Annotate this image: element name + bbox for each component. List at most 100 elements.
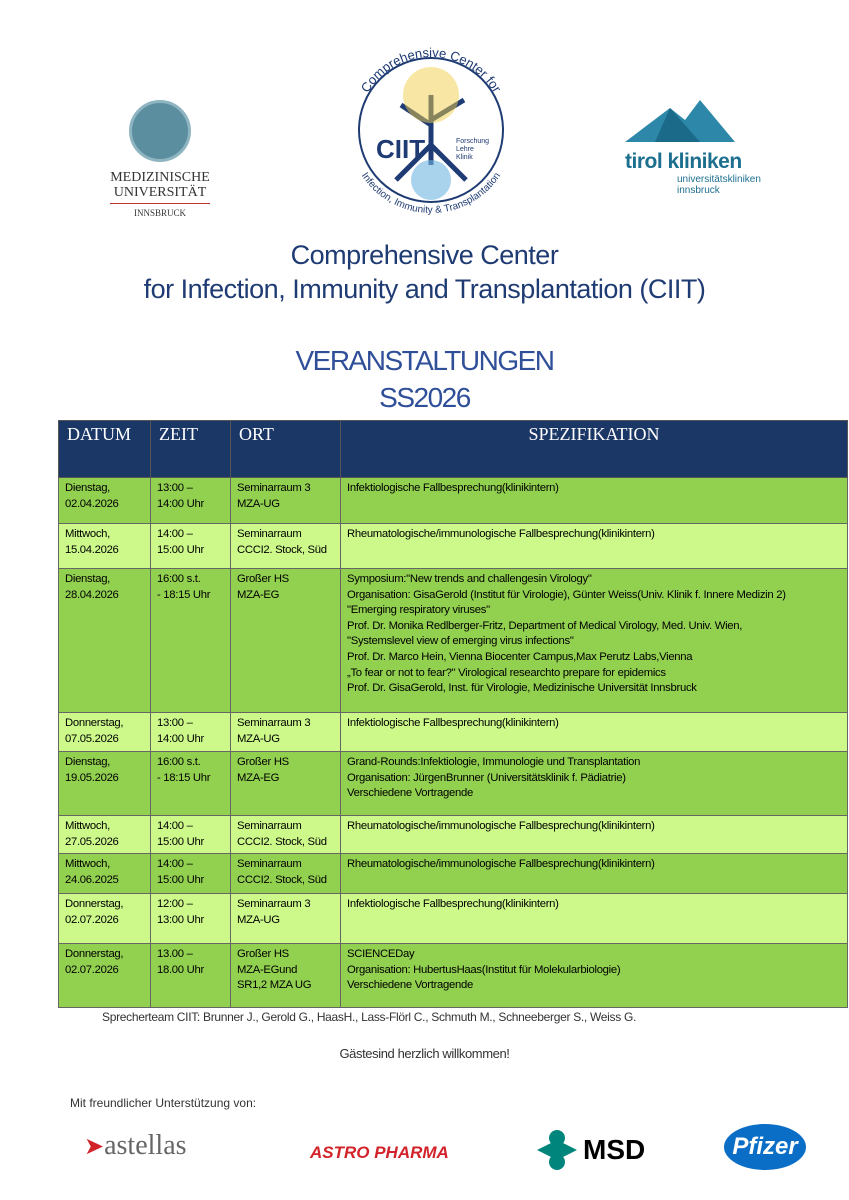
table-row: Dienstag, 02.04.2026 13:00 – 14:00 Uhr Semin… <box>58 477 848 524</box>
welcome-text: Gästesind herzlich willkommen! <box>339 1046 510 1061</box>
cell-ort: Seminarraum 3 MZA-UG <box>230 712 341 752</box>
cell-datum: Dienstag, 28.04.2026 <box>58 568 151 713</box>
cell-spez: Rheumatologische/immunologische Fallbesp… <box>340 523 848 569</box>
cell-line: Großer HS <box>237 948 289 961</box>
cell-line: 14:00 Uhr <box>157 732 204 745</box>
column-header-datum: DATUM <box>58 420 151 478</box>
logo-text: UNIVERSITÄT <box>113 185 207 200</box>
cell-zeit: 13:00 – 14:00 Uhr <box>150 477 231 524</box>
cell-line: Symposium:"New trends and challengesin V… <box>347 573 592 585</box>
cell-line: 15:00 Uhr <box>157 835 204 848</box>
cell-line: 14:00 – <box>157 858 193 871</box>
cell-spez: Symposium:"New trends and challengesin V… <box>340 568 848 713</box>
cell-zeit: 14:00 – 15:00 Uhr <box>150 853 231 895</box>
cell-spez: Rheumatologische/immunologische Fallbesp… <box>340 853 848 895</box>
logo-text: MEDIZINISCHE <box>110 170 210 185</box>
cell-datum: Mittwoch, 24.06.2025 <box>58 853 151 895</box>
cell-line: Großer HS <box>237 573 289 585</box>
cell-line: Rheumatologische/immunologische Fallbesp… <box>347 528 655 540</box>
msd-mark-icon <box>537 1130 577 1170</box>
cell-zeit: 16:00 s.t. - 18:15 Uhr <box>150 751 231 816</box>
cell-line: Organisation: GisaGerold (Institut für V… <box>347 588 786 601</box>
cell-line: SR1,2 MZA UG <box>237 979 312 992</box>
cell-ort: Seminarraum CCCI2. Stock, Süd <box>230 523 341 569</box>
cell-spez: Infektiologische Fallbesprechung(kliniki… <box>340 712 848 752</box>
cell-line: 16:00 s.t. <box>157 573 201 585</box>
cell-line: MZA-UG <box>237 497 280 510</box>
svg-text:Lehre: Lehre <box>456 146 474 153</box>
table-header: DATUM ZEIT ORT SPEZIFIKATION <box>58 420 848 478</box>
cell-line: Verschiedene Vortragende <box>347 979 473 992</box>
cell-line: 15:00 Uhr <box>157 543 204 556</box>
cell-line: MZA-UG <box>237 732 280 745</box>
seal-icon <box>129 100 191 162</box>
cell-line: - 18:15 Uhr <box>157 588 211 601</box>
cell-spez: SCIENCEDay Organisation: HubertusHaas(Ins… <box>340 943 848 1009</box>
cell-line: 13:00 – <box>157 717 193 729</box>
cell-line: Prof. Dr. Monika Redlberger-Fritz, Depar… <box>347 619 743 632</box>
ciit-logo: Comprehensive Center for Infection, Immu… <box>336 35 526 225</box>
cell-ort: Großer HS MZA-EGund SR1,2 MZA UG <box>230 943 341 1009</box>
cell-line: „To fear or not to fear?" Virological re… <box>347 666 666 679</box>
cell-line: 18.00 Uhr <box>157 963 204 976</box>
events-heading: VERANSTALTUNGEN <box>295 345 555 376</box>
cell-line: Seminarraum 3 <box>237 482 311 494</box>
cell-line: Grand-Rounds:Infektiologie, Immunologie … <box>347 756 641 768</box>
cell-line: - 18:15 Uhr <box>157 771 211 784</box>
table-row: Mittwoch, 15.04.2026 14:00 – 15:00 Uhr Semin… <box>58 523 848 569</box>
cell-line: Großer HS <box>237 756 289 768</box>
cell-ort: Seminarraum 3 MZA-UG <box>230 477 341 524</box>
cell-zeit: 12:00 – 13:00 Uhr <box>150 893 231 945</box>
cell-line: 02.07.2026 <box>65 913 119 926</box>
cell-line: Prof. Dr. GisaGerold, Inst. für Virologi… <box>347 682 697 695</box>
cell-datum: Dienstag, 02.04.2026 <box>58 477 151 524</box>
cell-line: "Systemslevel view of emerging virus inf… <box>347 635 574 648</box>
cell-datum: Donnerstag, 02.07.2026 <box>58 943 151 1009</box>
cell-line: MZA-EG <box>237 771 280 784</box>
cell-spez: Infektiologische Fallbesprechung(kliniki… <box>340 893 848 945</box>
cell-line: "Emerging respiratory viruses" <box>347 604 490 617</box>
cell-line: 14:00 Uhr <box>157 497 204 510</box>
cell-datum: Donnerstag, 07.05.2026 <box>58 712 151 752</box>
cell-spez: Grand-Rounds:Infektiologie, Immunologie … <box>340 751 848 816</box>
cell-zeit: 13:00 – 14:00 Uhr <box>150 712 231 752</box>
cell-line: CCCI2. Stock, Süd <box>237 873 327 886</box>
column-header-zeit: ZEIT <box>150 420 231 478</box>
cell-line: MZA-EGund <box>237 963 298 976</box>
cell-line: 16:00 s.t. <box>157 756 201 768</box>
events-table: DATUM ZEIT ORT SPEZIFIKATION Dienstag, 02.04… <box>58 420 848 1009</box>
logo-text: innsbruck <box>677 185 720 196</box>
cell-line: 13:00 Uhr <box>157 913 204 926</box>
table-row: Donnerstag, 02.07.2026 12:00 – 13:00 Uhr Sem… <box>58 893 848 945</box>
cell-line: 19.05.2026 <box>65 771 119 784</box>
svg-text:Forschung: Forschung <box>456 138 489 145</box>
cell-line: Rheumatologische/immunologische Fallbesp… <box>347 858 655 871</box>
cell-line: Verschiedene Vortragende <box>347 787 473 800</box>
cell-line: 24.06.2025 <box>65 873 119 886</box>
astro-pharma-logo: ASTRO PHARMA <box>310 1143 449 1162</box>
cell-line: 14:00 – <box>157 528 193 540</box>
cell-line: 27.05.2026 <box>65 835 119 848</box>
svg-text:CIIT: CIIT <box>376 134 425 164</box>
astellas-swoosh-icon: ➤ <box>84 1134 105 1160</box>
table-row: Dienstag, 19.05.2026 16:00 s.t. - 18:15 Uhr… <box>58 751 848 816</box>
cell-line: Prof. Dr. Marco Hein, Vienna Biocenter C… <box>347 650 693 663</box>
cell-line: Mittwoch, <box>65 820 111 832</box>
cell-line: Donnerstag, <box>65 717 124 729</box>
cell-line: Organisation: HubertusHaas(Institut für … <box>347 963 621 976</box>
cell-line: Mittwoch, <box>65 528 111 540</box>
logo-text: INNSBRUCK <box>133 208 186 218</box>
cell-line: Infektiologische Fallbesprechung(kliniki… <box>347 898 559 911</box>
page-subtitle: for Infection, Immunity and Transplantat… <box>143 274 706 304</box>
table-row: Donnerstag, 07.05.2026 13:00 – 14:00 Uhr Sem… <box>58 712 848 752</box>
cell-line: Organisation: JürgenBrunner (Universität… <box>347 771 626 784</box>
cell-datum: Mittwoch, 27.05.2026 <box>58 814 151 855</box>
cell-line: Seminarraum 3 <box>237 898 311 911</box>
cell-line: MZA-UG <box>237 913 280 926</box>
cell-line: 02.04.2026 <box>65 497 119 510</box>
cell-line: Seminarraum <box>237 858 302 871</box>
table-row: Mittwoch, 27.05.2026 14:00 – 15:00 Uhr Semin… <box>58 814 848 855</box>
cell-line: CCCI2. Stock, Süd <box>237 835 327 848</box>
cell-zeit: 13.00 – 18.00 Uhr <box>150 943 231 1009</box>
cell-line: CCCI2. Stock, Süd <box>237 543 327 556</box>
